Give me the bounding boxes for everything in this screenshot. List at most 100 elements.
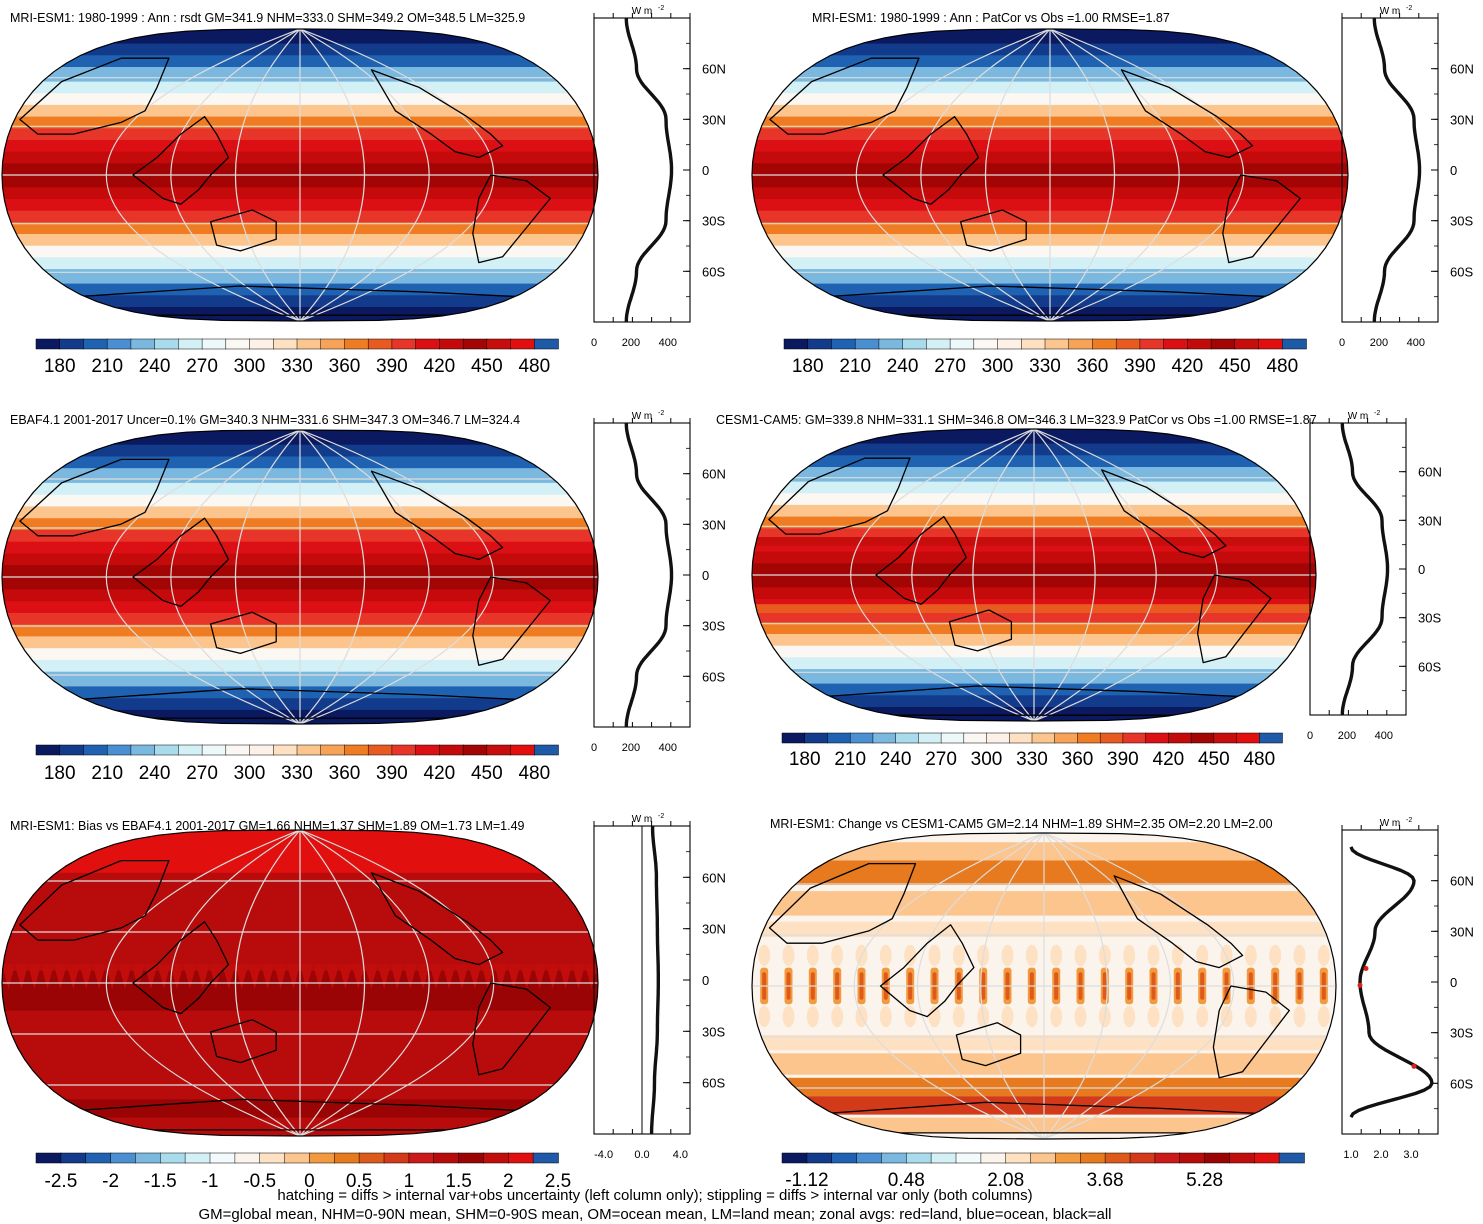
map-field [752,29,1348,321]
coastline [370,872,504,966]
map-border [751,832,1337,1140]
colorbar-swatch [249,338,274,350]
colorbar-swatch [154,744,180,756]
colorbar-swatch [458,1152,485,1164]
coastline [959,209,1027,252]
colorbar-swatch [508,1152,534,1164]
colorbar-tick-label: 420 [424,763,456,784]
zonal-x-tick-label: 2.0 [1373,1149,1388,1161]
zonal-x-tick-label: 0 [591,337,597,349]
colorbar-swatch [35,744,61,756]
colorbar-swatch [1068,338,1094,350]
colorbar-swatch [439,338,464,350]
colorbar-tick-label: 210 [91,356,123,377]
colorbar-swatch [225,338,251,350]
coastline [768,862,917,944]
zonal-mean-line [1340,422,1390,716]
meridian-line [911,429,1035,721]
colorbar-swatch [980,1152,1007,1164]
zonal-lat-label: 30S [702,619,725,634]
zonal-unit-superscript: -2 [1374,410,1380,417]
colorbar-tick-label: 450 [1219,356,1251,377]
meridian-line [170,830,301,1136]
colorbar-swatch [178,338,203,350]
colorbar-swatch [309,1152,336,1164]
colorbar-swatch [1254,1152,1280,1164]
zonal-x-tick-label: 0 [1307,730,1313,742]
colorbar-tick-label: 330 [281,356,313,377]
meridian-line [972,429,1035,721]
zonal-plot-frame [593,17,691,323]
colorbar-tick-label: 300 [234,356,266,377]
meridian-line [105,830,301,1136]
colorbar-swatch [1122,732,1147,744]
colorbar-tick-label: 480 [518,356,550,377]
zonal-x-tick-label: 4.0 [673,1149,688,1161]
zonal-lat-label: 60N [1450,62,1474,77]
colorbar-tick-label: 0 [304,1171,315,1192]
coastline [768,457,911,535]
zonal-land-point [1363,966,1369,971]
colorbar-swatch [783,338,809,350]
coastline [882,115,980,205]
zonal-lat-label: 60S [702,1076,725,1091]
colorbar-swatch [926,338,951,350]
meridian-line [170,430,301,724]
zonal-lat-label: 0 [702,973,709,988]
colorbar-tick-label: -1.5 [144,1171,177,1192]
colorbar-tick-label: 390 [376,763,408,784]
colorbar-swatch [878,338,904,350]
coastline [370,69,504,159]
meridian-line [1033,429,1096,721]
zonal-lat-label: 0 [1450,163,1457,178]
panel-2: MRI-ESM1: 1980-1999 : Ann : PatCor vs Ob… [751,5,1474,377]
colorbar-swatch [201,744,227,756]
colorbar-swatch [1005,1152,1032,1164]
zonal-plot-frame [593,422,691,728]
colorbar-tick-label: 360 [329,763,361,784]
colorbar-swatch [1054,732,1079,744]
colorbar-swatch [1145,732,1170,744]
zonal-plot-frame [1341,17,1439,323]
zonal-land-point [1357,982,1363,988]
zonal-lat-label: 60S [702,264,725,279]
meridian-line [235,430,301,724]
colorbar-swatch [296,744,322,756]
colorbar-swatch [918,732,942,744]
colorbar-swatch [1163,338,1189,350]
zonal-lat-label: 60N [1450,874,1474,889]
meridian-line [105,430,301,724]
colorbar-tick-label: -0.5 [243,1171,276,1192]
zonal-mean-line [649,826,660,1134]
meridian-line [299,29,365,321]
panel-title: MRI-ESM1: Bias vs EBAF4.1 2001-2017 GM=1… [10,819,525,833]
map-border [751,28,1349,322]
colorbar-tick-label: 0.5 [346,1171,372,1192]
colorbar-tick-label: 480 [518,763,550,784]
colorbar-tick-label: -2 [102,1171,119,1192]
colorbar-tick-label: 2 [503,1171,514,1192]
zonal-unit-label: W m [632,6,653,17]
meridian-line [1043,833,1171,1139]
map-field [752,429,1316,721]
coastline [370,470,504,561]
coastline [955,1022,1022,1067]
colorbar-tick-label: 390 [1107,749,1139,770]
meridian-line [299,830,430,1136]
zonal-lat-label: 60S [1450,264,1473,279]
zonal-lat-label: 0 [702,163,709,178]
colorbar-swatch [906,1152,932,1164]
coastline [209,611,277,655]
coastline [1212,985,1290,1079]
colorbar-tick-label: 180 [44,356,76,377]
colorbar-swatch [106,338,132,350]
colorbar-swatch [1229,1152,1256,1164]
colorbar-swatch [781,732,806,744]
colorbar-swatch [1080,1152,1106,1164]
colorbar-tick-label: 3.68 [1087,1170,1124,1191]
coastline [948,609,1013,652]
panel-title: MRI-ESM1: Change vs CESM1-CAM5 GM=2.14 N… [770,817,1273,831]
zonal-lat-label: 30S [1450,1026,1473,1041]
colorbar-tick-label: 420 [1172,356,1204,377]
colorbar-swatch [1055,1152,1082,1164]
